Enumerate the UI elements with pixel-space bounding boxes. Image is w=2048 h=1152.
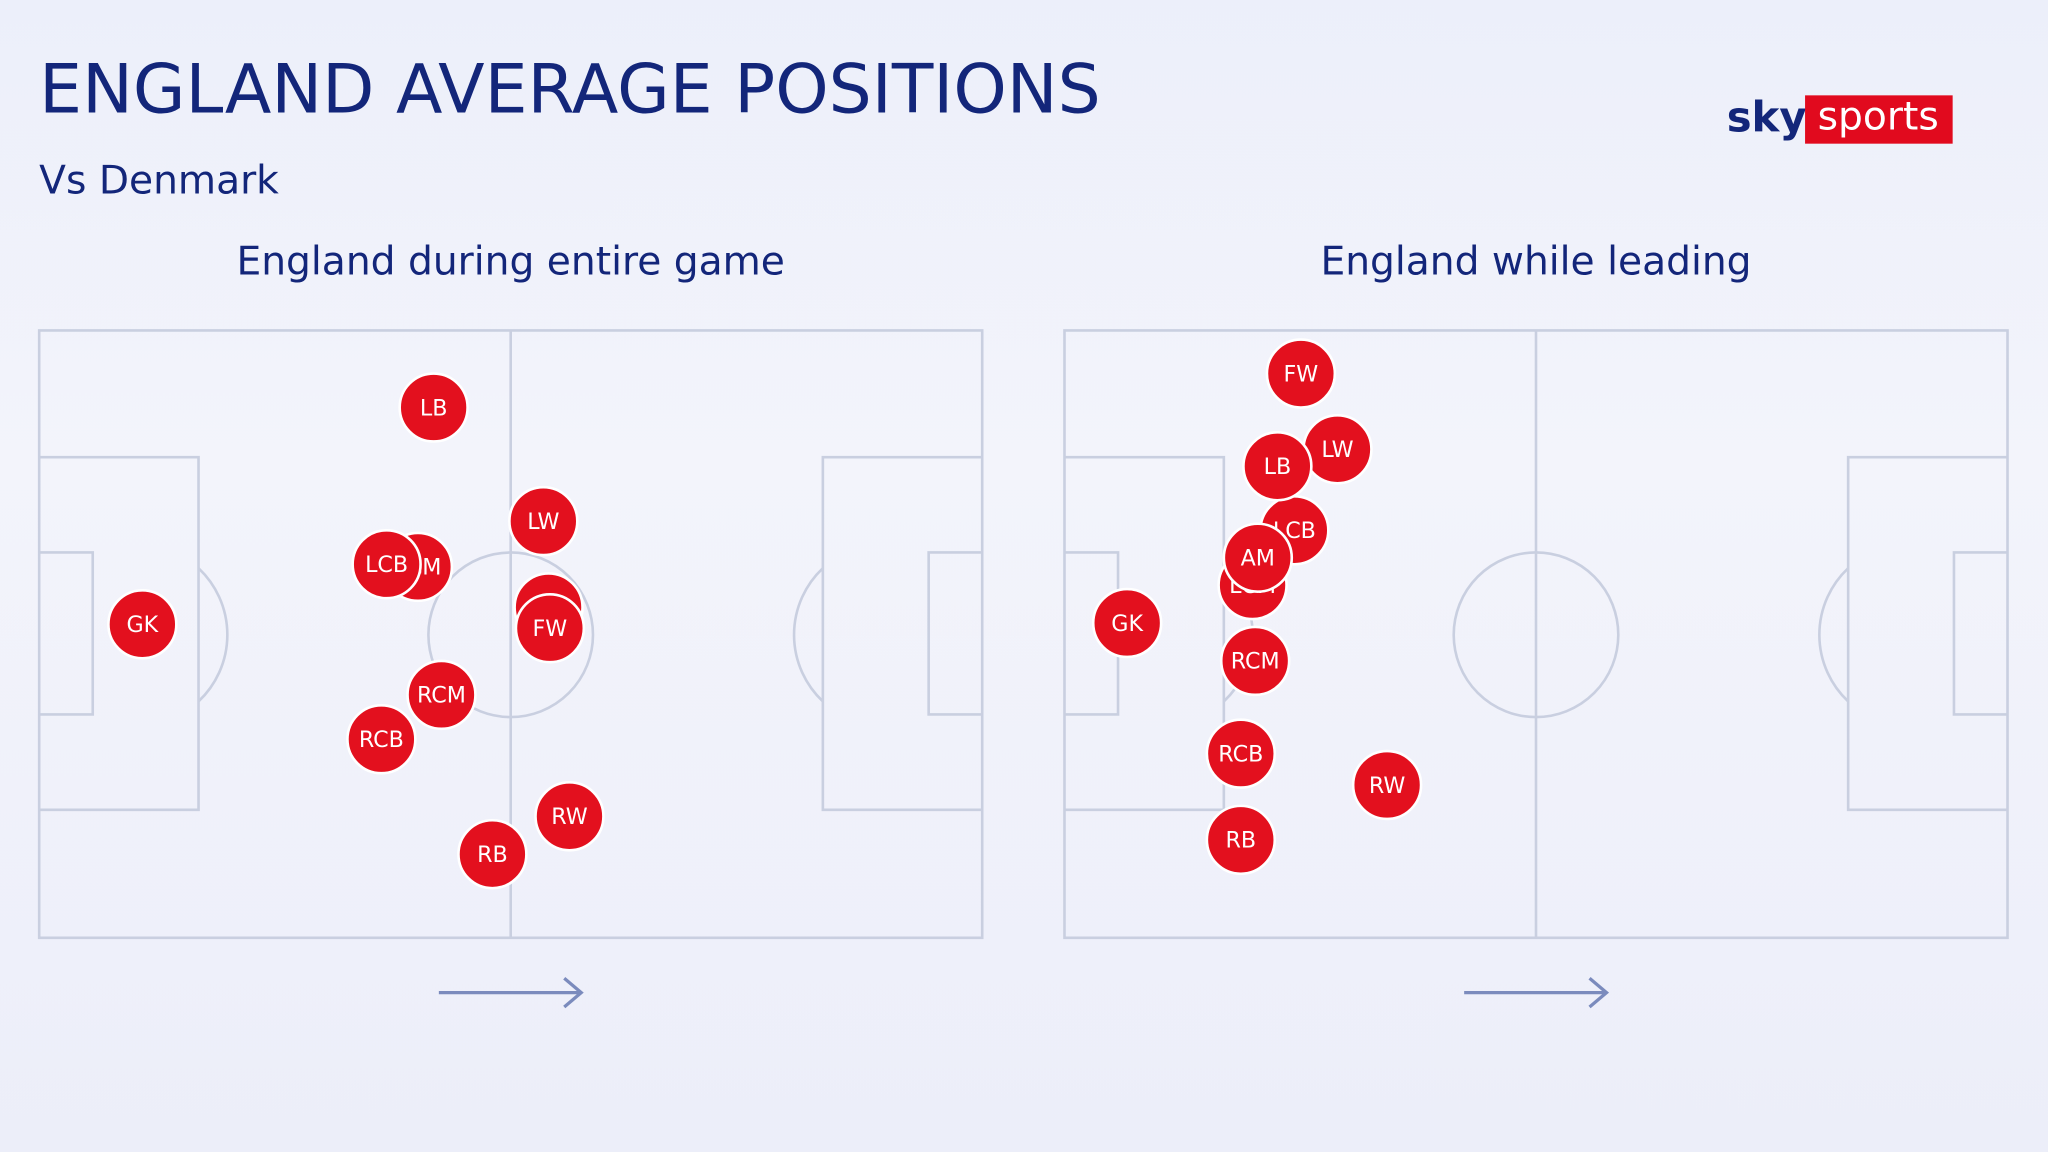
- logo-brand: sky: [1727, 93, 1807, 142]
- player-dot: [514, 592, 586, 664]
- player-label: RW: [1369, 773, 1406, 799]
- centre-circle: [1452, 551, 1620, 719]
- direction-arrow: [438, 977, 584, 1009]
- player-dot: [351, 528, 422, 600]
- player-dot: [1242, 431, 1313, 502]
- logo-product: sports: [1818, 94, 1939, 139]
- player-dot: [534, 781, 605, 852]
- subtitle: Vs Denmark: [39, 158, 279, 203]
- pitch: LCBLCMFWLWLBAMGKRCMRCBRWRB: [1063, 329, 2009, 1009]
- penalty-box: [1846, 455, 2008, 812]
- player-label: RCB: [359, 727, 404, 753]
- player-label: LW: [527, 509, 559, 535]
- player-dot: [107, 589, 178, 660]
- penalty-arc: [197, 567, 229, 703]
- player-label: GK: [1111, 611, 1144, 637]
- player-label: FW: [533, 616, 568, 642]
- player-label: RCM: [417, 683, 466, 709]
- player-label: LW: [1321, 437, 1353, 463]
- logo-box: [1805, 95, 1953, 144]
- penalty-box: [821, 455, 983, 812]
- player-dot: [398, 372, 469, 443]
- player-label: AM: [1241, 546, 1275, 572]
- player-label: LB: [420, 395, 448, 421]
- player-dot: [406, 659, 477, 731]
- six-yard-box: [39, 551, 95, 716]
- player-dot: [1265, 338, 1337, 409]
- player-dot: [1205, 718, 1277, 789]
- player-label: RW: [551, 804, 588, 830]
- player-label: LB: [1264, 454, 1292, 480]
- player-dot: [1219, 625, 1291, 697]
- six-yard-box: [1952, 551, 2008, 716]
- player-dot: [1222, 522, 1294, 593]
- player-dot: [457, 818, 528, 890]
- pitch-title: England during entire game: [236, 239, 784, 284]
- player-label: RCB: [1218, 741, 1263, 767]
- player-label: RB: [477, 842, 508, 868]
- player-dot: [1205, 804, 1277, 876]
- player-dot: [346, 704, 417, 775]
- pitch: LCMAMLBLWLCBGKFWRCMRCBRWRB: [37, 329, 984, 1009]
- player-label: FW: [1284, 361, 1319, 387]
- penalty-box: [39, 455, 200, 812]
- direction-arrow: [1464, 977, 1610, 1009]
- title: ENGLAND AVERAGE POSITIONS: [39, 51, 1101, 130]
- player-label: LCB: [365, 552, 408, 578]
- logo: sky sports: [1727, 93, 1953, 144]
- pitches: LCMAMLBLWLCBGKFWRCMRCBRWRBEngland during…: [37, 239, 2009, 1009]
- centre-circle: [427, 551, 595, 719]
- player-dot: [1091, 587, 1163, 659]
- player-label: RB: [1225, 828, 1256, 854]
- player-dot: [1351, 749, 1423, 821]
- player-dot: [508, 485, 579, 557]
- pitch-title: England while leading: [1320, 239, 1751, 284]
- player-label: GK: [126, 612, 159, 638]
- player-label: RCM: [1231, 649, 1280, 675]
- six-yard-box: [927, 551, 983, 716]
- penalty-arc: [792, 567, 824, 703]
- penalty-box: [1064, 455, 1226, 812]
- penalty-arc: [1818, 567, 1850, 703]
